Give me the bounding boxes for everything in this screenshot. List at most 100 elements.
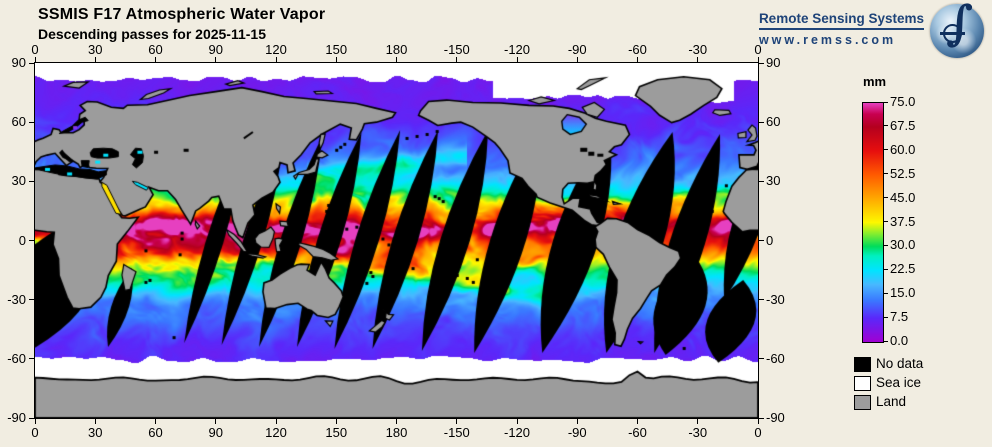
lon-tick-label: -30 [688,425,708,440]
colorbar-tick [883,268,888,270]
colorbar-gradient [862,102,884,343]
lat-tick-label: 0 [18,232,26,248]
legend-item-no-data: No data [854,356,984,372]
lon-tick [94,57,96,62]
lat-tick-label: 0 [766,232,774,248]
lat-tick [29,240,34,241]
colorbar-tick-label: 37.5 [890,213,916,229]
lon-tick-label: 0 [31,425,39,440]
lon-tick-label: 0 [31,42,39,57]
lat-tick-label: -60 [766,350,785,366]
colorbar-tick [883,101,888,103]
lon-tick [757,57,759,62]
colorbar-tick [883,292,888,294]
colorbar-tick-label: 75.0 [890,94,916,109]
colorbar-tick-label: 22.5 [890,261,916,277]
lon-tick-label: 30 [88,42,103,57]
legend-item-land: Land [854,394,984,410]
lon-tick [576,419,578,424]
lon-tick [456,57,458,62]
lat-tick-label: -60 [7,350,26,366]
lat-tick [29,299,34,301]
legend-item-sea-ice: Sea ice [854,375,984,391]
lon-tick-label: 150 [325,42,348,57]
lon-tick-label: 90 [208,42,223,57]
lat-tick-label: 90 [766,55,781,70]
lon-tick [34,419,36,424]
legend-label: No data [876,356,924,371]
lon-tick-label: -120 [503,425,531,440]
lon-tick [335,57,337,62]
lat-tick [29,180,34,182]
lon-tick [757,419,759,424]
lon-tick [155,57,156,62]
colorbar-tick [883,197,888,199]
colorbar-tick-label: 67.5 [890,117,916,133]
lat-tick-label: -90 [7,410,26,425]
lon-tick [516,57,518,62]
lon-tick-label: 120 [265,42,287,57]
lat-tick [759,180,764,182]
lon-tick-label: -90 [567,42,587,57]
colorbar-tick [883,244,888,246]
lon-tick [34,57,36,62]
lon-tick-label: 180 [385,425,408,440]
lon-tick [637,57,638,62]
lon-tick-label: -120 [503,42,531,57]
legend-label: Land [876,394,907,409]
page-title: SSMIS F17 Atmospheric Water Vapor [38,6,326,23]
legend-swatch [854,395,871,410]
lat-tick [759,417,764,419]
lon-tick [637,419,638,424]
colorbar-tick [883,125,888,127]
colorbar-tick-label: 45.0 [890,189,916,205]
colorbar-unit-label: mm [863,74,887,89]
lat-tick [29,62,34,64]
lon-tick-label: 150 [325,425,348,440]
colorbar-tick [883,173,888,175]
remss-logo-text-block: Remote Sensing Systems www.remss.com [758,10,924,47]
lat-tick [29,358,34,360]
crosshair-circle-icon [940,24,965,43]
remss-logo-name: Remote Sensing Systems [758,11,924,30]
lon-tick [576,57,578,62]
lat-tick-label: -30 [7,291,26,307]
lon-tick [396,57,397,62]
lon-tick-label: 0 [754,425,762,440]
lon-tick-label: -60 [628,42,647,57]
lat-tick [759,358,764,360]
lat-tick [29,417,34,419]
colorbar-tick-label: 60.0 [890,141,916,157]
lon-tick [94,419,96,424]
lat-tick [759,240,764,241]
lon-tick [697,57,699,62]
lon-tick [275,57,277,62]
lat-tick-label: 90 [11,55,26,70]
lat-tick-label: -90 [766,410,785,425]
lon-tick [335,419,337,424]
colorbar-tick-label: 15.0 [890,285,916,301]
lat-tick [29,121,34,123]
lon-tick [275,419,277,424]
lon-tick-label: 60 [148,425,163,440]
colorbar-tick-label: 30.0 [890,237,916,253]
lon-tick [516,419,518,424]
lon-tick [215,57,217,62]
legend-label: Sea ice [876,375,922,390]
lat-tick [759,62,764,64]
lon-tick-label: 120 [265,425,287,440]
lat-tick-label: 30 [11,173,26,189]
lon-tick [697,419,699,424]
colorbar-tick-label: 0.0 [890,333,909,348]
remss-logo-url: www.remss.com [758,33,897,47]
colorbar-tick-label: 7.5 [890,309,909,325]
page-subtitle: Descending passes for 2025-11-15 [38,26,267,42]
lat-tick-label: -30 [766,291,785,307]
lon-tick [155,419,156,424]
legend-swatch [854,357,871,372]
world-map-canvas [35,63,758,418]
lon-tick-label: 180 [385,42,408,57]
lon-tick-label: -60 [628,425,647,440]
colorbar-tick [883,221,888,222]
